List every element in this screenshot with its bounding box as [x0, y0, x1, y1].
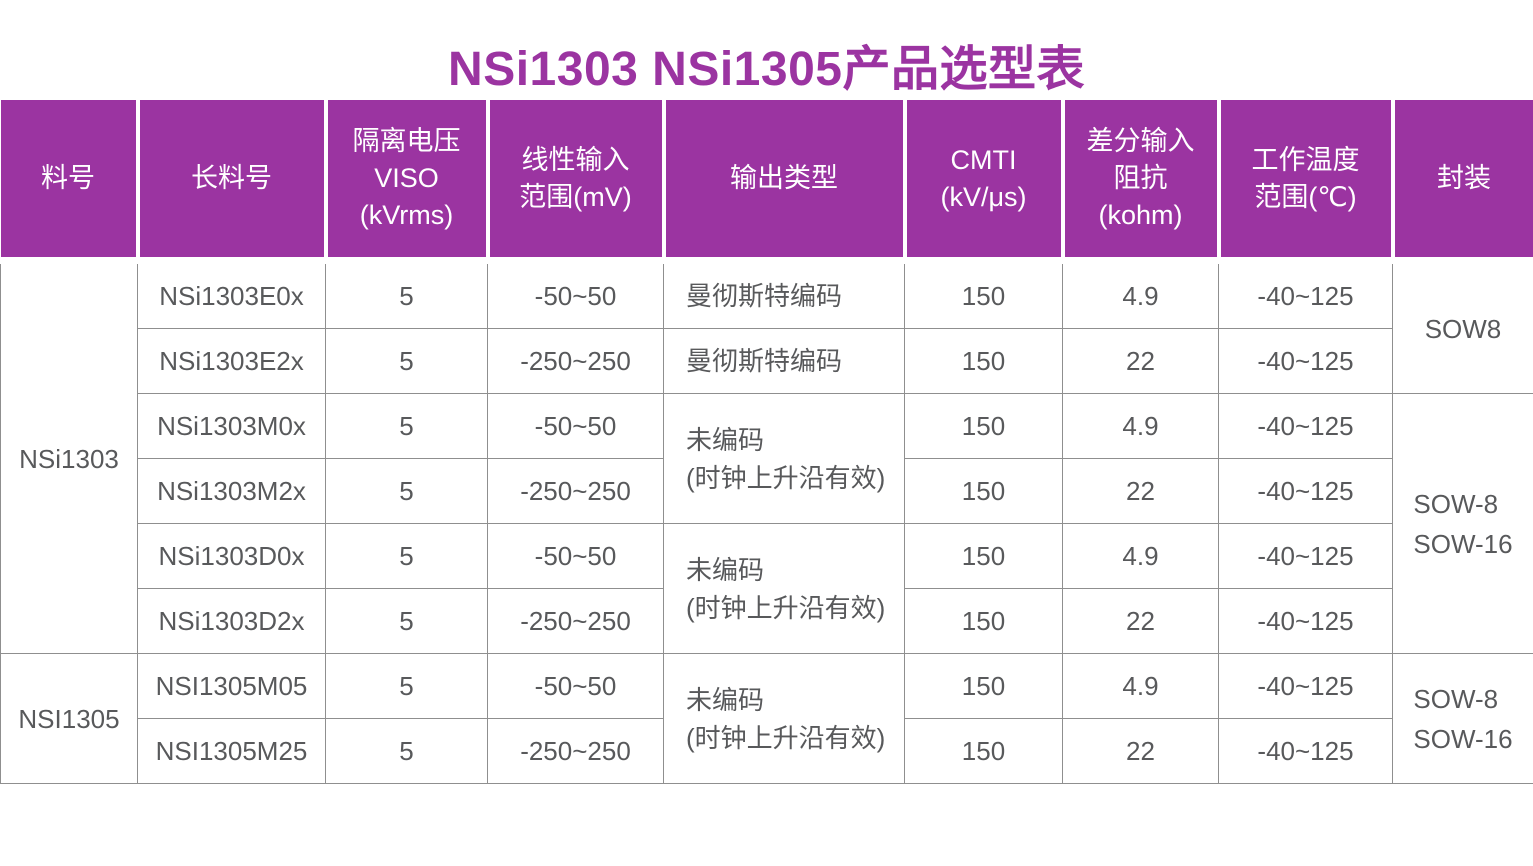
- header-cmti: CMTI (kV/μs): [902, 100, 1063, 264]
- header-linear-input-range: 线性输入 范围(mV): [485, 100, 664, 264]
- cell-long-part: NSi1303E0x: [137, 260, 326, 329]
- cell-temp-range: -40~125: [1218, 458, 1393, 524]
- cell-temp-range: -40~125: [1218, 523, 1393, 589]
- cell-input-range: -250~250: [487, 458, 664, 524]
- table-header: 料号 长料号 隔离电压 VISO (kVrms) 线性输入 范围(mV) 输出类…: [0, 100, 1533, 264]
- cell-input-range: -50~50: [487, 260, 664, 329]
- cell-long-part: NSI1305M25: [137, 718, 326, 784]
- cell-package: SOW-8 SOW-16: [1392, 393, 1533, 654]
- header-part-number: 料号: [0, 100, 138, 264]
- cell-temp-range: -40~125: [1218, 393, 1393, 459]
- cell-input-range: -250~250: [487, 328, 664, 394]
- cell-output-type: 未编码 (时钟上升沿有效): [663, 523, 905, 654]
- cell-temp-range: -40~125: [1218, 328, 1393, 394]
- cell-input-range: -250~250: [487, 718, 664, 784]
- cell-temp-range: -40~125: [1218, 260, 1393, 329]
- table-row: NSi1303 NSi1303E0x 5 -50~50 曼彻斯特编码 150 4…: [0, 260, 1533, 654]
- cell-cmti: 150: [904, 393, 1063, 459]
- package-text: SOW-8 SOW-16: [1413, 488, 1513, 559]
- table-row: NSi1303M2x 5 -250~250 150 22 -40~125: [1, 458, 1533, 524]
- page-title: NSi1303 NSi1305产品选型表: [448, 43, 1085, 96]
- cell-cmti: 150: [904, 260, 1063, 329]
- cell-impedance: 22: [1062, 458, 1219, 524]
- header-package: 封装: [1390, 100, 1533, 264]
- cell-cmti: 150: [904, 523, 1063, 589]
- table-row: NSi1303E2x 5 -250~250 曼彻斯特编码 150 22 -40~…: [1, 328, 1533, 394]
- cell-impedance: 22: [1062, 718, 1219, 784]
- cell-impedance: 22: [1062, 588, 1219, 654]
- product-selection-table: 料号 长料号 隔离电压 VISO (kVrms) 线性输入 范围(mV) 输出类…: [0, 100, 1533, 784]
- cell-long-part: NSI1305M05: [137, 653, 326, 719]
- header-operating-temp-range: 工作温度 范围(℃): [1216, 100, 1393, 264]
- cell-temp-range: -40~125: [1218, 718, 1393, 784]
- table-row: NSI1305M25 5 -250~250 150 22 -40~125: [1, 718, 1533, 784]
- cell-long-part: NSi1303D0x: [137, 523, 326, 589]
- cell-viso: 5: [325, 718, 488, 784]
- cell-long-part: NSi1303E2x: [137, 328, 326, 394]
- table-row: NSi1303M0x 5 -50~50 未编码 (时钟上升沿有效) 150 4.…: [1, 393, 1533, 654]
- cell-viso: 5: [325, 588, 488, 654]
- cell-impedance: 22: [1062, 328, 1219, 394]
- cell-input-range: -50~50: [487, 523, 664, 589]
- cell-package: SOW8: [1392, 260, 1533, 394]
- cell-impedance: 4.9: [1062, 393, 1219, 459]
- cell-cmti: 150: [904, 718, 1063, 784]
- table-row: NSI1305 NSI1305M05 5 -50~50 未编码 (时钟上升沿有效…: [0, 653, 1533, 784]
- header-isolation-voltage: 隔离电压 VISO (kVrms): [323, 100, 488, 264]
- cell-cmti: 150: [904, 653, 1063, 719]
- cell-temp-range: -40~125: [1218, 653, 1393, 719]
- cell-input-range: -50~50: [487, 653, 664, 719]
- cell-impedance: 4.9: [1062, 653, 1219, 719]
- cell-impedance: 4.9: [1062, 260, 1219, 329]
- table-body: NSi1303 NSi1303E0x 5 -50~50 曼彻斯特编码 150 4…: [0, 260, 1533, 784]
- cell-viso: 5: [325, 458, 488, 524]
- cell-family-nsi1305: NSI1305: [0, 653, 138, 784]
- cell-viso: 5: [325, 260, 488, 329]
- cell-output-type: 曼彻斯特编码: [663, 260, 905, 329]
- cell-long-part: NSi1303D2x: [137, 588, 326, 654]
- cell-long-part: NSi1303M2x: [137, 458, 326, 524]
- cell-input-range: -250~250: [487, 588, 664, 654]
- cell-viso: 5: [325, 653, 488, 719]
- cell-cmti: 150: [904, 458, 1063, 524]
- cell-output-type: 未编码 (时钟上升沿有效): [663, 653, 905, 784]
- cell-long-part: NSi1303M0x: [137, 393, 326, 459]
- package-text: SOW-8 SOW-16: [1413, 683, 1513, 754]
- header-output-type: 输出类型: [661, 100, 905, 264]
- cell-package: SOW-8 SOW-16: [1392, 653, 1533, 784]
- header-differential-input-impedance: 差分输入 阻抗 (kohm): [1060, 100, 1219, 264]
- cell-input-range: -50~50: [487, 393, 664, 459]
- cell-cmti: 150: [904, 328, 1063, 394]
- cell-viso: 5: [325, 523, 488, 589]
- cell-temp-range: -40~125: [1218, 588, 1393, 654]
- cell-viso: 5: [325, 328, 488, 394]
- cell-output-type: 未编码 (时钟上升沿有效): [663, 393, 905, 524]
- table-row: NSi1303D0x 5 -50~50 未编码 (时钟上升沿有效) 150 4.…: [1, 523, 1533, 654]
- package-text: SOW8: [1424, 313, 1502, 344]
- cell-viso: 5: [325, 393, 488, 459]
- cell-output-type: 曼彻斯特编码: [663, 328, 905, 394]
- table-row: NSi1303D2x 5 -250~250 150 22 -40~125: [1, 588, 1533, 654]
- cell-cmti: 150: [904, 588, 1063, 654]
- cell-impedance: 4.9: [1062, 523, 1219, 589]
- cell-family-nsi1303: NSi1303: [0, 260, 138, 654]
- header-long-part-number: 长料号: [135, 100, 326, 264]
